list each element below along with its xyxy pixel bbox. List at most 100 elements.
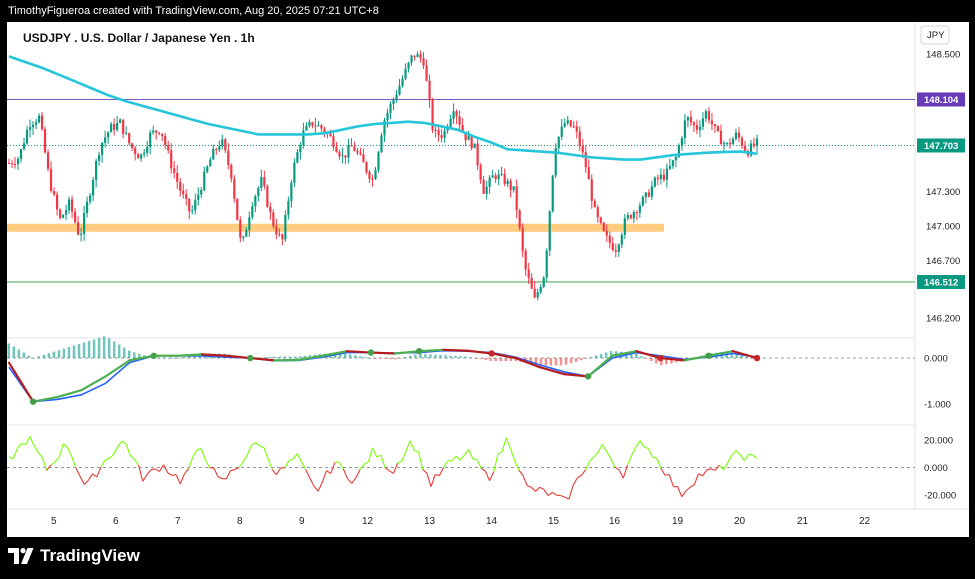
candle-body-165	[503, 173, 506, 184]
price-tick-0: 148.500	[926, 50, 960, 61]
candle-body-58	[182, 190, 185, 195]
indicator-1-hist-92	[469, 357, 472, 359]
indicator-2-segment-46	[200, 448, 206, 461]
indicator-2-segment-125	[530, 486, 536, 492]
indicator-1-hist-52	[268, 356, 272, 359]
indicator-2-segment-149	[631, 446, 637, 456]
candle-body-112	[344, 155, 347, 158]
candle-body-34	[110, 123, 113, 133]
support-zone-band	[7, 223, 664, 232]
indicator-1-hist-82	[419, 353, 422, 359]
candle-body-229	[695, 125, 699, 130]
candle-body-29	[95, 160, 98, 180]
candle-body-221	[671, 160, 674, 167]
indicator-2-segment-123	[522, 475, 528, 486]
candle-body-178	[542, 277, 545, 287]
candle-body-24	[79, 233, 83, 235]
indicator-1-hist-104	[529, 358, 533, 364]
indicator-2-segment-41	[179, 473, 186, 485]
currency-box[interactable]	[920, 25, 950, 45]
indicator-2-segment-72	[309, 477, 315, 487]
candle-body-189	[575, 126, 578, 132]
indicator-1-hist-11	[62, 348, 66, 359]
indicator-2-segment-158	[668, 474, 674, 487]
indicator-2-segment-47	[204, 459, 211, 468]
indicator-2-segment-78	[334, 461, 340, 464]
indicator-2-segment-164	[693, 473, 700, 485]
indicator-1-hist-126	[640, 356, 643, 359]
indicator-1-hist-8	[47, 353, 51, 359]
time-tick-7: 14	[486, 516, 498, 527]
candle-body-233	[707, 111, 711, 121]
candle-body-240	[728, 142, 732, 145]
indicator-2-segment-83	[355, 469, 361, 479]
indicator-2-segment-6	[33, 445, 39, 453]
candle-body-52	[164, 136, 167, 145]
candle-body-148	[452, 111, 455, 119]
candle-body-57	[179, 181, 182, 191]
indicator-2-segment-133	[564, 496, 570, 500]
candle-body-175	[533, 288, 536, 298]
tradingview-logo-icon	[8, 548, 34, 564]
indicator-1-hist-87	[444, 355, 447, 359]
candle-body-232	[704, 111, 708, 119]
candle-body-188	[572, 126, 575, 128]
indicator-2-segment-173	[731, 450, 737, 456]
price-tick-3: 146.700	[926, 256, 960, 267]
candle-body-247	[749, 143, 753, 156]
indicator-2-segment-38	[167, 472, 173, 476]
indicator-1-hist-93	[474, 358, 477, 359]
indicator-1-hist-118	[599, 354, 603, 359]
indicator-1-hist-146	[740, 354, 743, 359]
indicator-1-hist-77	[394, 358, 397, 360]
candle-body-157	[479, 165, 482, 180]
indicator-1-hist-24	[127, 350, 131, 359]
candle-body-43	[137, 154, 140, 159]
time-tick-3: 8	[237, 516, 243, 527]
indicator-2-segment-120	[509, 448, 516, 461]
candle-body-44	[140, 154, 143, 159]
indicator-2-segment-118	[501, 437, 507, 452]
indicator-1-hist-26	[138, 353, 141, 359]
candle-body-198	[602, 222, 605, 231]
candle-body-212	[644, 192, 647, 197]
price-tick-4: 146.200	[926, 313, 960, 324]
indicator-2-segment-61	[263, 447, 269, 460]
candle-body-74	[230, 164, 233, 179]
price-badge-label-0: 148.104	[924, 95, 959, 106]
candle-body-22	[73, 211, 77, 223]
indicator-2-segment-156	[660, 467, 666, 476]
indicator-2-segment-13	[62, 443, 68, 449]
indicator-1-hist-4	[27, 355, 31, 359]
indicator-2-segment-9	[46, 464, 52, 471]
indicator-1-hist-80	[409, 355, 412, 359]
indicator-1-fast-segment-18	[442, 348, 469, 352]
indicator-1-hist-114	[579, 358, 583, 361]
indicator-2-segment-175	[739, 454, 745, 462]
candle-body-191	[581, 146, 584, 153]
candle-body-36	[116, 122, 119, 130]
candle-body-88	[272, 212, 275, 227]
indicator-1-hist-22	[117, 344, 121, 359]
indicator-2-segment-26	[117, 440, 123, 448]
indicator-2-segment-30	[133, 458, 139, 466]
time-tick-13: 22	[859, 516, 871, 527]
indicator-2-segment-129	[547, 491, 553, 497]
indicator-2-segment-155	[656, 457, 662, 469]
indicator-1-hist-97	[494, 358, 497, 361]
candle-body-73	[227, 150, 230, 165]
candle-body-116	[356, 150, 359, 153]
candle-body-51	[161, 133, 164, 137]
time-tick-10: 19	[672, 516, 684, 527]
indicator-1-cross-dot-10	[247, 354, 254, 362]
indicator-1-hist-58	[298, 356, 302, 359]
candle-body-8	[31, 124, 35, 128]
indicator-2-segment-74	[317, 481, 323, 492]
indicator-1-fast-segment-28	[683, 354, 710, 362]
indicator-2-segment-103	[438, 467, 445, 476]
candle-body-71	[221, 139, 224, 147]
candle-body-218	[662, 174, 665, 180]
indicator-1-fast-segment-21	[514, 356, 541, 369]
candle-body-99	[305, 125, 308, 131]
indicator-2-segment-95	[405, 440, 411, 452]
